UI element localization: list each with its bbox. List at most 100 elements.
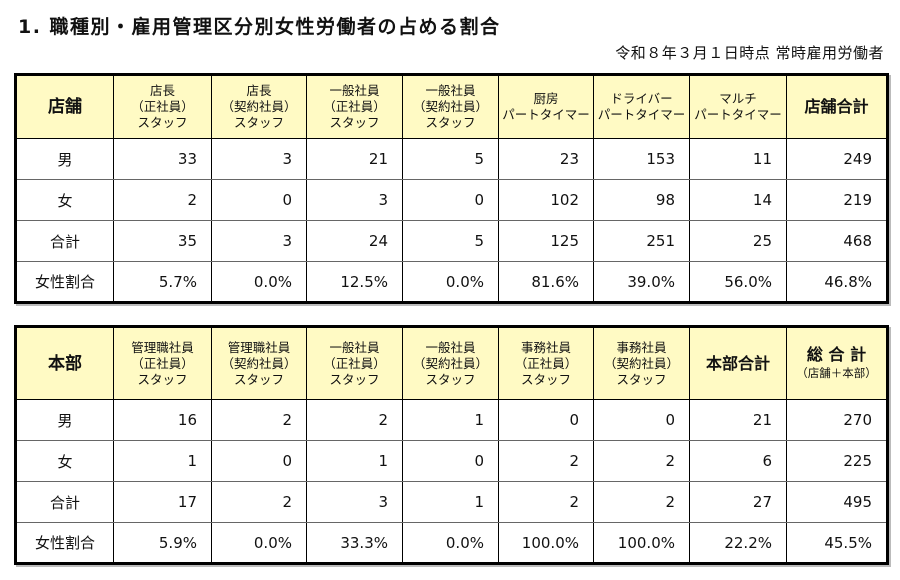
table-row-female-ratio: 女性割合 5.7% 0.0% 12.5% 0.0% 81.6% 39.0% 56…	[15, 261, 888, 303]
cell: 81.6%	[498, 261, 594, 303]
cell: 1	[113, 440, 212, 482]
cell-subtotal: 21	[689, 399, 787, 441]
table-row-male: 男 33 3 21 5 23 153 11 249	[15, 138, 888, 180]
cell-subtotal: 27	[689, 481, 787, 523]
cell: 2	[211, 399, 307, 441]
col-header-multi-parttime: マルチ パートタイマー	[689, 74, 787, 139]
table-row-total: 合計 35 3 24 5 125 251 25 468	[15, 220, 888, 262]
row-label: 男	[15, 399, 114, 441]
cell-grand-total: 45.5%	[786, 522, 888, 564]
cell: 2	[211, 481, 307, 523]
col-header-store-manager-contract: 店長 （契約社員） スタッフ	[211, 74, 307, 139]
cell: 23	[498, 138, 594, 180]
cell: 2	[498, 440, 594, 482]
row-label: 合計	[15, 481, 114, 523]
store-table: 店舗 店長 （正社員） スタッフ 店長 （契約社員） スタッフ 一般社員 （正社員） スタッ…	[14, 73, 889, 304]
cell-grand-total: 225	[786, 440, 888, 482]
cell: 0.0%	[402, 522, 499, 564]
col-header-manager-fulltime: 管理職社員 （正社員） スタッフ	[113, 326, 212, 400]
cell: 33.3%	[306, 522, 403, 564]
col-header-store-manager-fulltime: 店長 （正社員） スタッフ	[113, 74, 212, 139]
cell: 11	[689, 138, 787, 180]
cell: 1	[402, 481, 499, 523]
headquarters-table: 本部 管理職社員 （正社員） スタッフ 管理職社員 （契約社員） スタッフ 一般社員 （正…	[14, 325, 889, 565]
cell: 2	[593, 440, 690, 482]
row-label: 女性割合	[15, 261, 114, 303]
cell: 100.0%	[593, 522, 690, 564]
col-header-office-fulltime: 事務社員 （正社員） スタッフ	[498, 326, 594, 400]
cell: 5.7%	[113, 261, 212, 303]
row-label: 女	[15, 179, 114, 221]
col-header-general-fulltime: 一般社員 （正社員） スタッフ	[306, 326, 403, 400]
table-row-female: 女 1 0 1 0 2 2 6 225	[15, 440, 888, 482]
cell: 153	[593, 138, 690, 180]
cell: 2	[306, 399, 403, 441]
row-label: 合計	[15, 220, 114, 262]
cell-grand-total: 270	[786, 399, 888, 441]
store-table-header-row: 店舗 店長 （正社員） スタッフ 店長 （契約社員） スタッフ 一般社員 （正社員） スタッ…	[15, 74, 888, 139]
col-header-store-total: 店舗合計	[786, 74, 888, 139]
cell: 100.0%	[498, 522, 594, 564]
col-header-general-contract: 一般社員 （契約社員） スタッフ	[402, 326, 499, 400]
cell: 35	[113, 220, 212, 262]
cell: 14	[689, 179, 787, 221]
cell-total: 46.8%	[786, 261, 888, 303]
cell: 24	[306, 220, 403, 262]
cell: 17	[113, 481, 212, 523]
cell: 2	[113, 179, 212, 221]
cell: 56.0%	[689, 261, 787, 303]
cell: 16	[113, 399, 212, 441]
cell: 0	[402, 440, 499, 482]
table-row-female: 女 2 0 3 0 102 98 14 219	[15, 179, 888, 221]
cell: 0.0%	[402, 261, 499, 303]
cell-total: 249	[786, 138, 888, 180]
store-corner-header: 店舗	[15, 74, 114, 139]
cell: 0.0%	[211, 261, 307, 303]
cell: 2	[593, 481, 690, 523]
table-row-male: 男 16 2 2 1 0 0 21 270	[15, 399, 888, 441]
cell: 0	[593, 399, 690, 441]
cell-grand-total: 495	[786, 481, 888, 523]
cell: 21	[306, 138, 403, 180]
cell: 5.9%	[113, 522, 212, 564]
as-of-date-note: 令和８年３月１日時点 常時雇用労働者	[615, 44, 884, 62]
col-header-hq-total: 本部合計	[689, 326, 787, 400]
col-header-general-fulltime: 一般社員 （正社員） スタッフ	[306, 74, 403, 139]
cell: 1	[402, 399, 499, 441]
cell-total: 468	[786, 220, 888, 262]
cell: 25	[689, 220, 787, 262]
cell: 3	[306, 179, 403, 221]
cell: 12.5%	[306, 261, 403, 303]
cell: 251	[593, 220, 690, 262]
cell: 102	[498, 179, 594, 221]
cell: 125	[498, 220, 594, 262]
col-header-driver-parttime: ドライバー パートタイマー	[593, 74, 690, 139]
cell: 33	[113, 138, 212, 180]
cell: 2	[498, 481, 594, 523]
cell: 0	[402, 179, 499, 221]
cell: 3	[306, 481, 403, 523]
cell: 0.0%	[211, 522, 307, 564]
page-title: 1. 職種別・雇用管理区分別女性労働者の占める割合	[18, 16, 501, 38]
cell: 5	[402, 220, 499, 262]
cell: 5	[402, 138, 499, 180]
col-header-office-contract: 事務社員 （契約社員） スタッフ	[593, 326, 690, 400]
cell: 0	[498, 399, 594, 441]
cell-subtotal: 6	[689, 440, 787, 482]
cell-total: 219	[786, 179, 888, 221]
col-header-manager-contract: 管理職社員 （契約社員） スタッフ	[211, 326, 307, 400]
row-label: 女	[15, 440, 114, 482]
table-row-female-ratio: 女性割合 5.9% 0.0% 33.3% 0.0% 100.0% 100.0% …	[15, 522, 888, 564]
col-header-kitchen-parttime: 厨房 パートタイマー	[498, 74, 594, 139]
col-header-grand-total: 総 合 計 （店舗＋本部）	[786, 326, 888, 400]
hq-corner-header: 本部	[15, 326, 114, 400]
cell: 0	[211, 440, 307, 482]
col-header-general-contract: 一般社員 （契約社員） スタッフ	[402, 74, 499, 139]
hq-table-header-row: 本部 管理職社員 （正社員） スタッフ 管理職社員 （契約社員） スタッフ 一般社員 （正…	[15, 326, 888, 400]
cell: 3	[211, 220, 307, 262]
cell-subtotal: 22.2%	[689, 522, 787, 564]
table-row-total: 合計 17 2 3 1 2 2 27 495	[15, 481, 888, 523]
cell: 3	[211, 138, 307, 180]
cell: 98	[593, 179, 690, 221]
row-label: 女性割合	[15, 522, 114, 564]
